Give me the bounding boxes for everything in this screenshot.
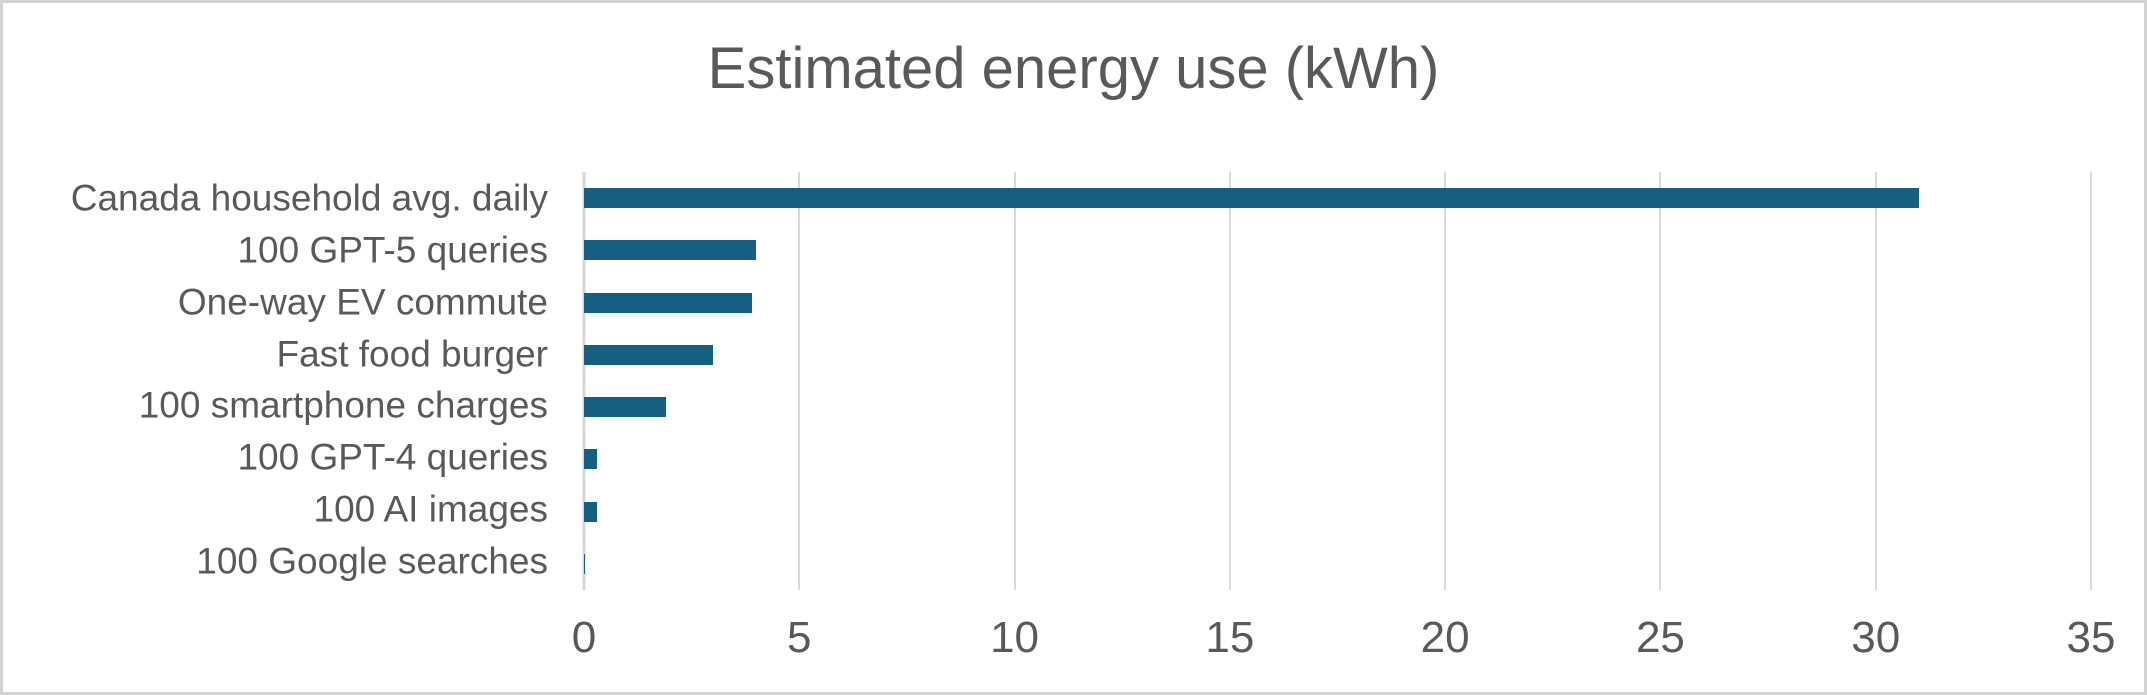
gridline: [1228, 172, 1231, 590]
category-label: 100 GPT-4 queries: [237, 436, 548, 478]
category-label: Canada household avg. daily: [70, 177, 548, 219]
category-label: 100 AI images: [313, 488, 548, 530]
x-tick-label: 20: [1420, 613, 1470, 662]
x-tick-label: 35: [2066, 613, 2116, 662]
gridline: [1874, 172, 1877, 590]
x-tick-label: 10: [990, 613, 1040, 662]
gridline: [798, 172, 801, 590]
x-tick-label: 25: [1635, 613, 1685, 662]
bar: [584, 344, 714, 365]
chart-title: Estimated energy use (kWh): [707, 36, 1440, 101]
gridline: [1013, 172, 1016, 590]
x-tick-label: 0: [571, 613, 597, 662]
bar: [584, 240, 757, 261]
bar: [584, 501, 597, 522]
value-axis: 0 5 10 15 20 25 30 35: [572, 613, 2116, 676]
x-tick-label: 30: [1851, 613, 1901, 662]
bar: [584, 397, 666, 418]
category-label: 100 Google searches: [196, 540, 548, 582]
gridline: [1659, 172, 1662, 590]
gridline: [1444, 172, 1447, 590]
bar: [584, 449, 597, 470]
category-label: 100 GPT-5 queries: [237, 229, 548, 271]
bar: [584, 292, 752, 313]
category-label: 100 smartphone charges: [138, 384, 548, 426]
gridline: [2090, 172, 2092, 590]
x-tick-label: 5: [787, 613, 812, 662]
bar: [584, 553, 586, 574]
bar: [584, 188, 1919, 209]
x-tick-label: 15: [1205, 613, 1255, 662]
category-label: One-way EV commute: [177, 281, 548, 323]
plot-area: [582, 172, 2092, 590]
axis-line: [582, 172, 586, 590]
category-label: Fast food burger: [276, 333, 548, 375]
category-axis: Canada household avg. daily 100 GPT-5 que…: [3, 172, 548, 587]
